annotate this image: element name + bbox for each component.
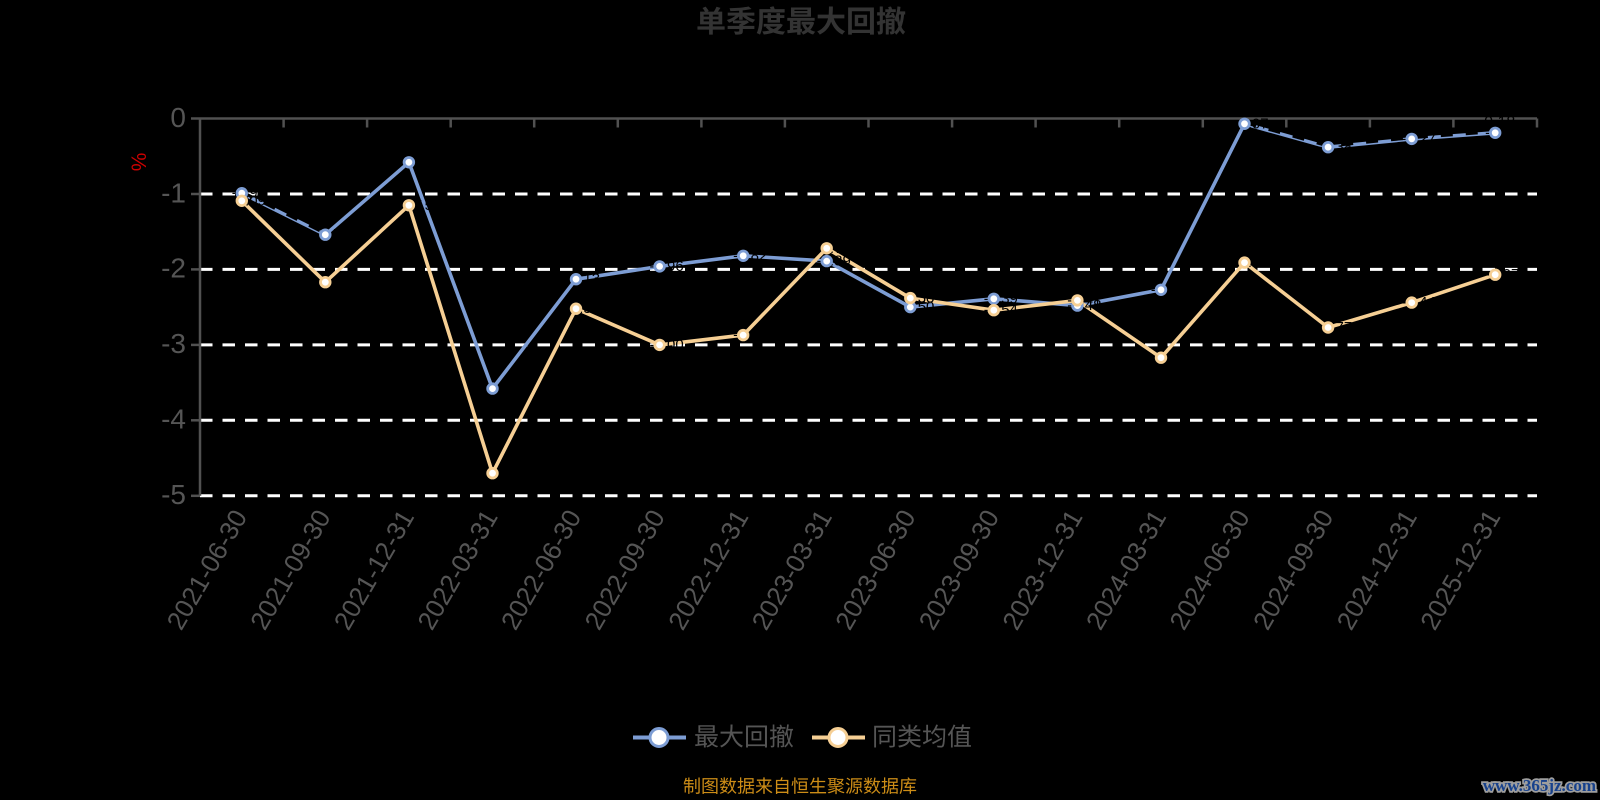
svg-text:www.365jz.com: www.365jz.com <box>1483 776 1596 795</box>
svg-text:-1: -1 <box>161 177 186 208</box>
svg-text:0: 0 <box>170 102 186 133</box>
svg-text:-4: -4 <box>161 404 186 435</box>
svg-text:-3: -3 <box>161 328 186 359</box>
svg-text:-0.18: -0.18 <box>1479 114 1516 131</box>
svg-text:-5: -5 <box>161 479 186 510</box>
svg-text:%: % <box>127 153 150 172</box>
svg-text:-2: -2 <box>161 253 186 284</box>
